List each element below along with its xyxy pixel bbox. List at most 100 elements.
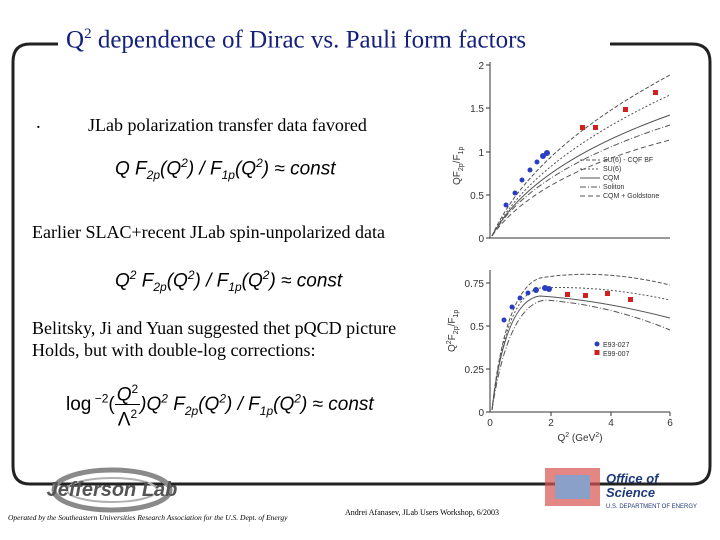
text-part: 2 <box>84 26 92 42</box>
legend-entry: CQM + Goldstone <box>603 193 659 200</box>
tick-label: 4 <box>608 418 614 429</box>
logo-text: Jefferson Lab <box>47 479 178 501</box>
tick-label: 0 <box>478 234 484 245</box>
doe-logo: Office of Science U.S. DEPARTMENT OF ENE… <box>545 468 697 510</box>
legend-entry: Soliton <box>603 184 625 191</box>
text-part: Q <box>116 384 132 406</box>
formula: log −2(Q2 Λ2)Q2 F2p(Q2) / F1p(Q2) ≈ const <box>66 380 374 430</box>
text-part: 1p <box>221 168 235 183</box>
text-part: /F <box>447 318 458 327</box>
tick-label: 1.5 <box>470 104 484 115</box>
tick-label: 0.25 <box>465 365 485 376</box>
text-part: (Q <box>160 158 182 180</box>
legend-entry: E93-027 <box>603 342 630 349</box>
text-part: log <box>66 393 92 415</box>
text-part: 2 <box>187 268 195 282</box>
text-part: 2 <box>446 340 453 344</box>
tick-label: 2 <box>478 61 484 72</box>
text-line: JLab polarization transfer data favored <box>88 115 367 135</box>
logo-text: Office of <box>606 471 660 486</box>
text-part: 2 <box>595 432 599 439</box>
text-part: 1p <box>259 403 274 418</box>
text-part: F <box>136 270 154 292</box>
text-part: 2 <box>130 407 138 422</box>
footer-text: Andrei Afanasev, JLab Users Workshop, 6/… <box>345 508 499 517</box>
text-part: (Q <box>166 270 188 292</box>
text-part: 2p <box>184 403 199 418</box>
text-part: 2 <box>161 391 168 406</box>
text-part: Q F <box>115 158 147 180</box>
slide-frame <box>11 42 712 486</box>
text-part: (Q <box>273 393 295 415</box>
text-part: 2 <box>294 391 301 406</box>
text-part: 2p <box>153 280 167 295</box>
y-label: QF2p/F1p <box>452 147 465 185</box>
points-blue <box>503 150 550 208</box>
text-part: ) / F <box>187 158 222 180</box>
tick-label: 6 <box>667 418 673 429</box>
text-part: 2p <box>146 168 161 183</box>
text-part: F <box>167 393 185 415</box>
text-part: dependence of Dirac vs. Pauli form facto… <box>91 26 527 54</box>
text-part: ) / F <box>194 270 229 292</box>
tick-label: 0.5 <box>470 191 484 202</box>
text-part: 2 <box>256 156 263 170</box>
tick-label: 1 <box>478 148 484 159</box>
tick-label: 2 <box>548 418 554 429</box>
text-part: 2 <box>181 156 188 170</box>
legend-entry: CQM <box>603 175 620 182</box>
jlab-logo: Jefferson Lab <box>47 467 178 513</box>
text-part: 2p <box>458 163 465 171</box>
text-part: (Q <box>234 158 257 180</box>
text-part: 2 <box>131 382 139 396</box>
text-part: 2 <box>565 432 569 439</box>
text-part: (Q <box>241 270 263 292</box>
tick-label: 0.5 <box>470 322 484 333</box>
text-part: (Q <box>198 393 220 415</box>
logo-text: Science <box>606 485 655 500</box>
bullet: . <box>36 112 41 133</box>
tick-label: 0 <box>487 418 493 429</box>
text-part: ) ≈ const <box>262 158 336 180</box>
text-part: Λ <box>117 409 131 431</box>
curves <box>491 74 671 237</box>
text-part: 1p <box>228 280 242 295</box>
text-line: Holds, but with double-log corrections: <box>32 340 316 360</box>
footer-text: Operated by the Southeastern Universitie… <box>8 513 288 522</box>
text-part: ) / F <box>226 393 260 415</box>
logo-text: U.S. DEPARTMENT OF ENERGY <box>606 504 697 510</box>
x-label: Q2 (GeV2) <box>557 432 602 444</box>
tick-label: 0 <box>478 408 484 419</box>
points-blue <box>501 285 552 323</box>
formula: Q F2p(Q2) / F1p(Q2) ≈ const <box>115 156 336 182</box>
text-part: F <box>447 334 458 340</box>
slide-title: Q2 dependence of Dirac vs. Pauli form fa… <box>60 26 533 55</box>
points-red <box>580 90 658 130</box>
legend-entry: SU(6) - CQF BF <box>603 157 653 164</box>
legend-entry: SU(6) <box>603 166 621 173</box>
text-part: ) ≈ const <box>300 393 374 415</box>
text-part: 1p <box>458 147 465 155</box>
formula: Q2 F2p(Q2) / F1p(Q2) ≈ const <box>115 268 342 294</box>
text-part: 2p <box>453 326 460 334</box>
text-part: ) <box>599 433 602 444</box>
text-part: Q <box>557 433 565 444</box>
text-part: ( <box>108 393 115 415</box>
text-part: Q <box>115 270 130 292</box>
text-part: (GeV <box>569 433 595 444</box>
text-part: 2 <box>262 268 270 282</box>
text-part: /F <box>452 154 463 163</box>
text-part: Q <box>447 344 458 352</box>
plot-bottom: 0 0.25 0.5 0.75 0 2 4 6 Q2 (GeV2) Q2F2p/… <box>446 270 673 444</box>
text-part: 2 <box>219 391 227 406</box>
y-label: Q2F2p/F1p <box>446 310 460 352</box>
text-part: ) ≈ const <box>269 270 343 292</box>
plot-top: 0 0.5 1 1.5 2 QF2p/F1p SU(6) - CQF BF SU… <box>452 61 671 245</box>
text-line: Earlier SLAC+recent JLab spin-unpolarize… <box>32 222 386 242</box>
legend: E93-027 E99-007 <box>594 341 630 358</box>
text-line: Belitsky, Ji and Yuan suggested thet pQC… <box>32 318 397 338</box>
tick-label: 0.75 <box>465 279 485 290</box>
text-part: 2 <box>129 268 137 282</box>
